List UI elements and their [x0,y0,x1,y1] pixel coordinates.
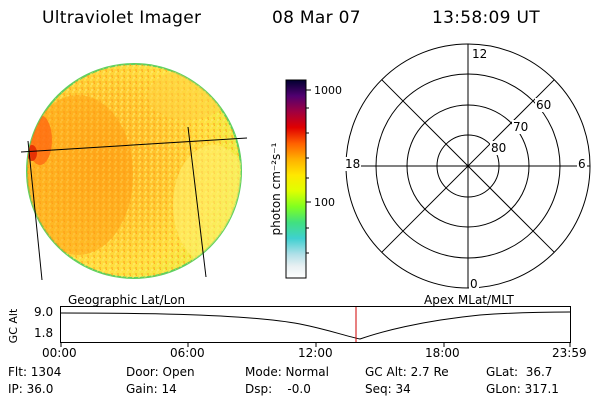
footer-door: Door: Open [126,365,195,379]
colorbar-tick-1000: 1000 [314,84,342,97]
footer-dsp: Dsp: -0.0 [245,382,311,396]
mlat-label-80: 80 [490,141,508,155]
altitude-plot [60,306,571,347]
mlt-label-12: 12 [471,47,489,61]
altitude-x-tick-0600: 06:00 [170,346,205,360]
auroral-image [20,63,248,281]
mlat-label-70: 70 [512,120,530,134]
altitude-x-tick-0000: 00:00 [42,346,77,360]
lon-grid-line-east [187,126,207,278]
altitude-y-tick-bottom: 1.8 [34,326,54,340]
mlt-label-0: 0 [469,277,479,291]
caption-geographic: Geographic Lat/Lon [68,293,186,307]
mlt-label-18: 18 [344,157,362,171]
altitude-x-tick-1800: 18:00 [425,346,460,360]
colorbar-tick-100: 100 [314,196,335,209]
footer-ip: IP: 36.0 [8,382,54,396]
instrument-title: Ultraviolet Imager [42,8,202,28]
mlt-label-6: 6 [577,157,587,171]
altitude-x-tick-1200: 12:00 [298,346,333,360]
footer-flight: Flt: 1304 [8,365,62,379]
polar-diagonal-2 [381,79,555,253]
colorbar-unit-label: photon cm⁻²s⁻¹ [269,142,283,236]
altitude-y-title: GC Alt [7,308,20,344]
date-label: 08 Mar 07 [272,8,361,28]
altitude-x-tick-2359: 23:59 [552,346,587,360]
altitude-plot-frame [60,306,571,343]
altitude-curve [60,311,571,340]
polar-plot [345,43,591,289]
time-label: 13:58:09 UT [432,8,540,28]
footer-seq: Seq: 34 [365,382,411,396]
lat-grid-line [20,137,248,153]
footer-glon: GLon: 317.1 [486,382,559,396]
mlat-label-60: 60 [535,98,553,112]
footer-mode: Mode: Normal [245,365,329,379]
colorbar [285,79,311,279]
footer-gain: Gain: 14 [126,382,177,396]
footer-gc-alt: GC Alt: 2.7 Re [365,365,449,379]
footer-glat: GLat: 36.7 [486,365,553,379]
lon-grid-line-west [27,140,43,281]
caption-apex: Apex MLat/MLT [424,293,514,307]
colorbar-gradient [285,79,307,279]
altitude-y-tick-top: 9.0 [34,305,54,319]
